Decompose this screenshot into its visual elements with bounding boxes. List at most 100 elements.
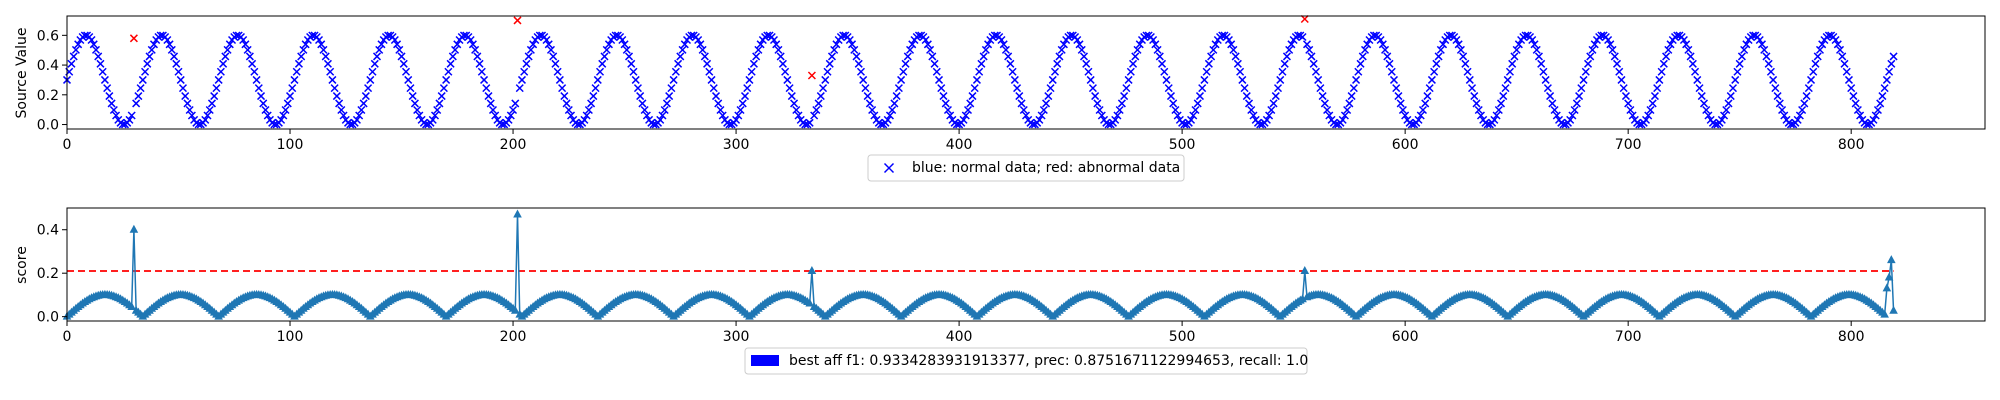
x-marker	[223, 45, 232, 54]
x-marker	[1838, 52, 1847, 61]
x-marker	[1256, 120, 1265, 129]
x-marker	[1425, 84, 1434, 93]
x-marker	[480, 75, 489, 84]
x-marker	[1501, 84, 1510, 93]
x-marker	[294, 59, 303, 68]
x-marker	[703, 59, 712, 68]
x-marker	[1265, 111, 1274, 120]
x-marker	[1740, 45, 1749, 54]
x-marker	[285, 92, 295, 101]
x-marker	[1151, 40, 1160, 49]
x-marker	[149, 40, 159, 49]
x-marker	[883, 115, 892, 124]
x-marker	[901, 59, 910, 68]
x-marker	[488, 105, 498, 115]
x-marker	[604, 40, 613, 49]
x-marker	[1760, 45, 1769, 54]
x-marker	[1856, 111, 1865, 120]
x-marker	[1021, 111, 1031, 120]
x-marker	[486, 99, 495, 108]
x-marker	[323, 59, 332, 68]
score-marker	[1884, 272, 1894, 281]
top-xtick-label: 200	[500, 137, 527, 153]
x-marker	[1019, 105, 1028, 115]
x-marker	[69, 52, 78, 61]
x-marker	[1628, 111, 1637, 120]
x-marker	[67, 59, 76, 68]
x-marker	[290, 75, 299, 84]
x-marker	[1726, 92, 1735, 101]
bottom-ytick-label: 0.2	[37, 266, 59, 282]
x-marker	[442, 75, 451, 84]
score-marker	[1887, 255, 1896, 264]
bottom-xtick-label: 800	[1838, 329, 1865, 345]
x-marker	[1505, 67, 1514, 76]
x-marker	[1769, 75, 1778, 84]
x-marker	[346, 120, 355, 129]
x-marker	[210, 92, 219, 101]
x-marker	[1459, 52, 1468, 61]
x-marker	[732, 115, 741, 124]
x-marker	[482, 84, 491, 93]
x-marker	[718, 111, 727, 120]
bottom-series	[62, 209, 1898, 320]
x-marker	[1392, 84, 1401, 93]
x-marker	[591, 84, 600, 93]
x-marker	[832, 40, 841, 49]
x-marker	[1644, 111, 1653, 120]
x-marker	[587, 99, 596, 108]
x-marker	[1648, 99, 1657, 108]
x-marker	[698, 45, 707, 54]
x-marker	[1432, 59, 1441, 68]
x-marker	[1385, 59, 1394, 68]
x-marker	[1155, 52, 1164, 61]
x-marker	[662, 99, 671, 108]
x-marker	[1514, 40, 1523, 49]
x-marker	[1427, 75, 1436, 84]
x-marker	[633, 84, 642, 93]
x-marker	[165, 40, 174, 49]
x-marker	[263, 111, 272, 120]
top-legend-box	[867, 154, 1185, 182]
x-marker	[1311, 67, 1320, 76]
x-marker	[894, 84, 903, 93]
x-marker	[1084, 67, 1093, 76]
x-marker	[170, 52, 179, 61]
x-marker	[1588, 45, 1597, 54]
x-marker	[558, 84, 567, 93]
x-marker	[772, 40, 781, 49]
x-marker	[1728, 84, 1738, 93]
x-marker	[1659, 59, 1668, 68]
x-marker	[1476, 111, 1485, 120]
x-marker	[517, 75, 526, 84]
abnormal-point	[513, 16, 522, 25]
x-marker	[1394, 92, 1403, 101]
x-marker	[1202, 67, 1211, 76]
x-marker	[1039, 105, 1048, 115]
x-marker	[1780, 111, 1789, 120]
x-marker	[1233, 59, 1242, 68]
x-marker	[1180, 120, 1189, 129]
x-marker	[618, 35, 627, 45]
x-marker	[1271, 92, 1280, 101]
bottom-xtick-label: 400	[946, 329, 973, 345]
x-marker	[1042, 99, 1051, 108]
x-marker	[1323, 105, 1332, 115]
x-marker	[1302, 40, 1312, 49]
x-marker	[966, 99, 975, 108]
x-marker	[261, 105, 270, 115]
x-marker	[589, 92, 598, 101]
x-marker	[1171, 105, 1180, 115]
x-marker	[491, 111, 500, 120]
x-marker	[368, 67, 377, 76]
score-marker	[805, 298, 814, 307]
x-marker	[1001, 45, 1010, 54]
x-marker	[87, 35, 96, 45]
x-marker	[544, 40, 553, 49]
x-marker	[600, 52, 609, 61]
x-marker	[981, 45, 990, 54]
x-marker	[366, 75, 375, 84]
x-marker	[781, 67, 790, 76]
x-marker	[1836, 45, 1845, 54]
x-marker	[1572, 99, 1581, 108]
